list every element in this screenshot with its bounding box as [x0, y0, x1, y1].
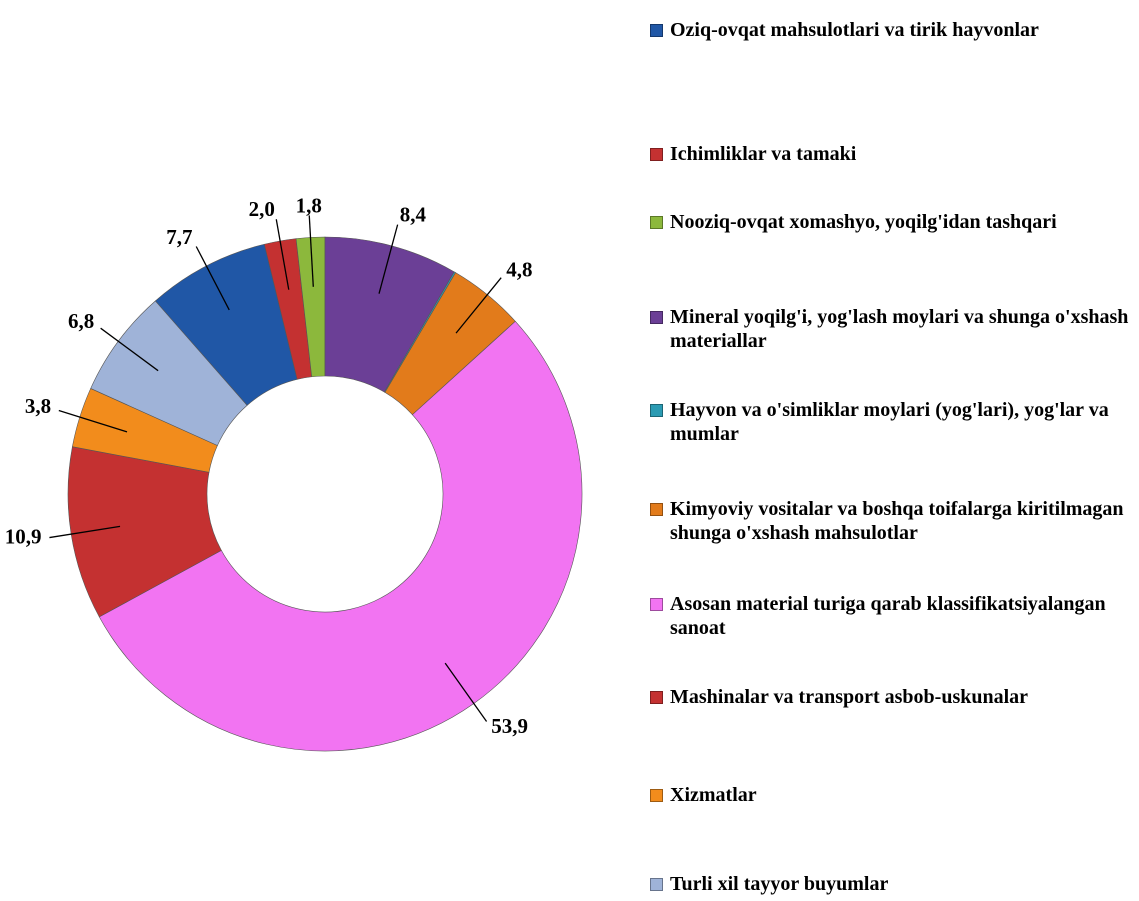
legend-item: Hayvon va o'simliklar moylari (yog'lari)… [650, 398, 1139, 446]
data-label: 6,8 [68, 309, 94, 333]
legend-swatch [650, 148, 663, 161]
legend-item: Nooziq-ovqat xomashyo, yoqilg'idan tashq… [650, 210, 1139, 234]
data-label: 8,4 [400, 203, 427, 227]
legend-item: Ichimliklar va tamaki [650, 142, 1139, 166]
legend-swatch [650, 878, 663, 891]
legend-item: Turli xil tayyor buyumlar [650, 872, 1139, 896]
leader-line [195, 246, 230, 311]
legend-swatch [650, 216, 663, 229]
legend-item: Mashinalar va transport asbob-uskunalar [650, 685, 1139, 709]
data-label: 3,8 [25, 394, 51, 418]
data-label: 1,8 [296, 193, 322, 217]
leader-line [444, 662, 488, 722]
legend-label: Hayvon va o'simliklar moylari (yog'lari)… [670, 399, 1109, 445]
donut-slice [90, 300, 248, 446]
legend-label: Ichimliklar va tamaki [670, 143, 857, 165]
data-label: 2,0 [249, 197, 275, 221]
leader-line [378, 224, 399, 294]
legend-label: Oziq-ovqat mahsulotlari va tirik hayvonl… [670, 19, 1039, 41]
data-label: 4,8 [506, 257, 532, 281]
legend-item: Mineral yoqilg'i, yog'lash moylari va sh… [650, 305, 1139, 353]
data-label: 7,7 [166, 225, 192, 249]
legend-item: Xizmatlar [650, 783, 1139, 807]
legend-swatch [650, 24, 663, 37]
donut-slice [98, 320, 583, 752]
data-label: 10,9 [5, 525, 42, 549]
legend-label: Mineral yoqilg'i, yog'lash moylari va sh… [670, 306, 1129, 352]
leader-line [49, 525, 121, 539]
legend-label: Turli xil tayyor buyumlar [670, 873, 889, 895]
legend-label: Kimyoviy vositalar va boshqa toifalarga … [670, 498, 1124, 544]
legend-swatch [650, 311, 663, 324]
leader-line [58, 409, 128, 433]
leader-line [100, 327, 159, 372]
legend-swatch [650, 789, 663, 802]
legend-swatch [650, 691, 663, 704]
legend-label: Xizmatlar [670, 784, 757, 806]
legend-swatch [650, 404, 663, 417]
legend-item: Oziq-ovqat mahsulotlari va tirik hayvonl… [650, 18, 1139, 42]
chart: 7,7 2,0 1,8 8,4 4,8 53,9 10,9 3,8 6,8 [5, 193, 583, 752]
leader-line [455, 277, 502, 334]
leader-line [308, 215, 314, 287]
legend-swatch [650, 503, 663, 516]
data-label: 53,9 [491, 714, 528, 738]
legend-item: Kimyoviy vositalar va boshqa toifalarga … [650, 497, 1139, 545]
donut-slice [67, 446, 222, 618]
leader-line [275, 219, 290, 290]
legend-swatch [650, 598, 663, 611]
legend-label: Asosan material turiga qarab klassifikat… [670, 593, 1106, 639]
legend-label: Nooziq-ovqat xomashyo, yoqilg'idan tashq… [670, 211, 1057, 233]
legend-label: Mashinalar va transport asbob-uskunalar [670, 686, 1029, 708]
legend-item: Asosan material turiga qarab klassifikat… [650, 592, 1139, 640]
